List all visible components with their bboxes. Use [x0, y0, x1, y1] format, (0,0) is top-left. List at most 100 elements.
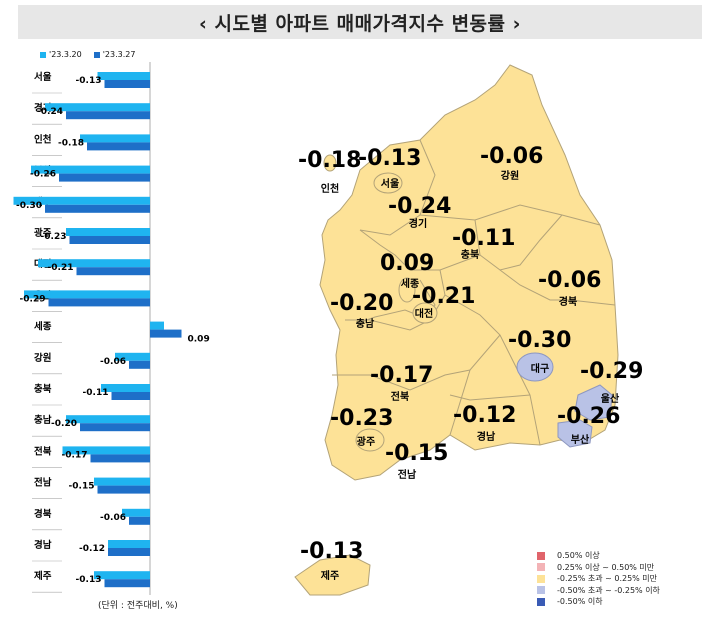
- bar-prev-week: [115, 352, 150, 361]
- data-label: -0.30: [16, 201, 42, 211]
- legend-item-series-2: '23.3.27: [93, 50, 135, 59]
- region-value: -0.06: [480, 144, 543, 169]
- legend-swatch: [537, 551, 545, 560]
- bar-prev-week: [94, 571, 150, 580]
- region-shape-incheon: [323, 154, 337, 172]
- page-title: ‹ 시도별 아파트 매매가격지수 변동률 ›: [199, 12, 521, 35]
- data-label: -0.13: [76, 575, 102, 585]
- region-name: 세종: [401, 277, 419, 290]
- bar-prev-week: [97, 72, 150, 80]
- legend-label: 0.50% 이상: [557, 551, 600, 561]
- data-label: -0.06: [100, 513, 126, 523]
- region-shape-seoul: [373, 172, 403, 194]
- category-label: 경북: [34, 508, 52, 520]
- region-value: -0.21: [412, 284, 475, 309]
- data-label: -0.13: [76, 76, 102, 86]
- bar-prev-week: [13, 196, 150, 205]
- region-value: -0.30: [508, 328, 571, 353]
- region-value: -0.26: [557, 404, 620, 429]
- bar-prev-week: [80, 134, 150, 143]
- region-name: 충남: [356, 317, 375, 330]
- category-label: 제주: [34, 570, 52, 582]
- bar-prev-week: [31, 165, 150, 174]
- region-shape-daegu: [516, 352, 554, 382]
- data-label: -0.11: [83, 388, 109, 398]
- data-label: -0.06: [100, 357, 126, 367]
- korea-map: -0.18인천-0.13서울-0.06강원-0.24경기-0.11충북0.09세…: [294, 64, 643, 596]
- bar-this-week: [80, 423, 150, 432]
- region-value: -0.15: [385, 441, 448, 466]
- bar-prev-week: [38, 259, 150, 268]
- bar-prev-week: [101, 384, 150, 392]
- legend-item-series-1: '23.3.20: [40, 50, 82, 59]
- bar-chart: 서울-0.13경기-0.24인천-0.18부산-0.26대구-0.30광주-0.…: [13, 62, 210, 595]
- bar-this-week: [129, 360, 150, 369]
- region-name: 서울: [381, 177, 399, 190]
- bar-this-week: [108, 548, 150, 556]
- category-label: 광주: [34, 227, 52, 239]
- category-label: 충북: [34, 383, 52, 395]
- legend-label: -0.50% 이하: [557, 597, 603, 607]
- data-label: 0.09: [188, 335, 210, 345]
- bar-this-week: [111, 392, 150, 400]
- region-value: -0.12: [453, 403, 516, 428]
- region-name: 인천: [321, 182, 339, 195]
- region-value: -0.29: [580, 359, 643, 384]
- region-name: 전남: [398, 468, 417, 481]
- legend-swatch: [93, 51, 100, 58]
- region-value: -0.06: [538, 268, 601, 293]
- bar-prev-week: [66, 415, 150, 424]
- category-label: 전북: [34, 445, 52, 457]
- bar-legend: '23.3.20 '23.3.27: [40, 50, 135, 59]
- data-label: -0.20: [51, 419, 77, 429]
- category-label: 서울: [34, 71, 52, 83]
- bar-prev-week: [62, 446, 150, 455]
- region-shape-jeju: [294, 554, 371, 596]
- bar-this-week: [90, 454, 150, 463]
- region-name: 대구: [531, 362, 549, 375]
- bar-prev-week: [108, 540, 150, 548]
- region-name: 울산: [601, 392, 620, 405]
- data-label: -0.23: [41, 232, 67, 242]
- region-shape-busan: [557, 419, 593, 448]
- category-label: 강원: [34, 352, 51, 364]
- legend-swatch: [537, 563, 545, 572]
- data-label: -0.17: [62, 450, 88, 460]
- region-name: 경북: [559, 295, 577, 308]
- title-bar: ‹ 시도별 아파트 매매가격지수 변동률 ›: [18, 5, 702, 39]
- region-borders: [332, 139, 616, 446]
- bar-this-week: [104, 579, 150, 588]
- bar-this-week: [69, 236, 150, 244]
- region-value: -0.23: [330, 406, 393, 431]
- data-label: -0.12: [79, 544, 105, 554]
- category-label: 충남: [34, 414, 52, 426]
- region-name: 강원: [501, 169, 519, 182]
- unit-note: (단위 : 전주대비, %): [98, 601, 178, 611]
- map-legend-item: -0.50% 초과 ~ -0.25% 이하: [537, 585, 660, 597]
- region-value: 0.09: [380, 251, 434, 276]
- region-name: 제주: [321, 569, 339, 582]
- region-value: -0.13: [300, 539, 363, 564]
- legend-label: -0.25% 초과 ~ 0.25% 미만: [557, 574, 658, 584]
- map-legend-item: -0.25% 초과 ~ 0.25% 미만: [537, 573, 660, 585]
- legend-label: -0.50% 초과 ~ -0.25% 이하: [557, 585, 660, 595]
- category-label: 인천: [34, 134, 51, 145]
- map-legend-item: -0.50% 이하: [537, 596, 660, 608]
- data-label: -0.29: [20, 294, 46, 304]
- data-label: -0.15: [69, 482, 95, 492]
- region-shape-gwangju: [355, 428, 385, 452]
- map-legend-item: 0.50% 이상: [537, 550, 660, 562]
- region-shape-daejeon: [412, 302, 438, 324]
- bar-this-week: [48, 298, 150, 307]
- legend-label: 0.25% 이상 ~ 0.50% 미만: [557, 562, 655, 572]
- legend-swatch: [537, 597, 545, 606]
- region-name: 전북: [391, 390, 409, 403]
- region-value: -0.24: [388, 194, 451, 219]
- legend-swatch: [537, 574, 545, 583]
- data-label: -0.26: [30, 170, 56, 180]
- region-name: 부산: [571, 433, 590, 446]
- region-value: -0.13: [358, 146, 421, 171]
- map-legend-item: 0.25% 이상 ~ 0.50% 미만: [537, 562, 660, 574]
- region-value: -0.20: [330, 291, 393, 316]
- bar-this-week: [150, 329, 182, 338]
